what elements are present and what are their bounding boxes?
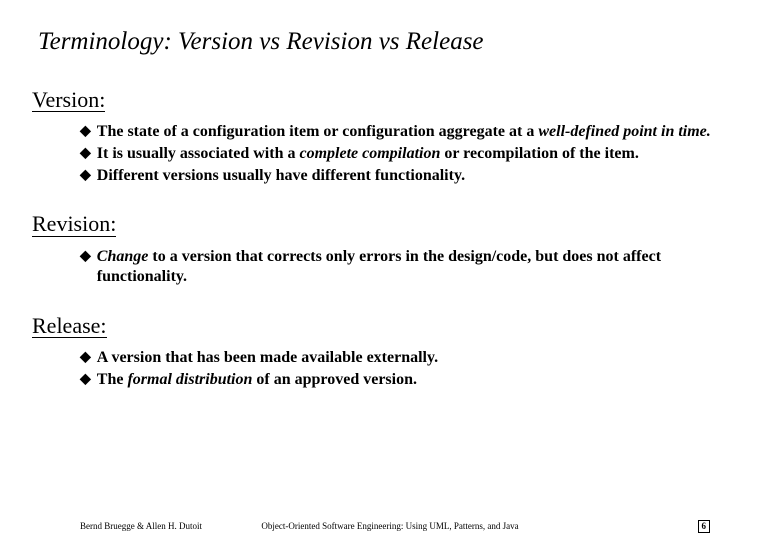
bullet-text: Change to a version that corrects only e… xyxy=(97,247,732,289)
list-item: ◆ The state of a configuration item or c… xyxy=(80,122,732,143)
section-revision: Revision: ◆ Change to a version that cor… xyxy=(32,212,748,288)
text-run: The xyxy=(97,371,128,388)
text-run: It is usually associated with a xyxy=(97,145,300,162)
list-item: ◆ Different versions usually have differ… xyxy=(80,166,732,187)
bullet-text: It is usually associated with a complete… xyxy=(97,144,732,165)
text-emphasis: well-defined point in time. xyxy=(538,123,710,140)
footer-book-title: Object-Oriented Software Engineering: Us… xyxy=(261,521,518,531)
list-item: ◆ Change to a version that corrects only… xyxy=(80,247,732,289)
text-run: to a version that corrects only errors i… xyxy=(97,248,661,286)
bullet-icon: ◆ xyxy=(80,166,91,186)
bullet-list-version: ◆ The state of a configuration item or c… xyxy=(80,122,732,186)
section-version: Version: ◆ The state of a configuration … xyxy=(32,88,748,186)
slide-title: Terminology: Version vs Revision vs Rele… xyxy=(38,28,748,56)
list-item: ◆ It is usually associated with a comple… xyxy=(80,144,732,165)
heading-release: Release: xyxy=(32,314,107,338)
bullet-icon: ◆ xyxy=(80,370,91,390)
footer-page-number: 6 xyxy=(698,520,711,533)
section-release: Release: ◆ A version that has been made … xyxy=(32,314,748,391)
text-emphasis: complete compilation xyxy=(299,145,440,162)
list-item: ◆ The formal distribution of an approved… xyxy=(80,370,732,391)
bullet-list-release: ◆ A version that has been made available… xyxy=(80,348,732,391)
bullet-icon: ◆ xyxy=(80,348,91,368)
heading-version: Version: xyxy=(32,88,105,112)
text-run: A version that has been made available e… xyxy=(97,349,438,366)
footer-author: Bernd Bruegge & Allen H. Dutoit xyxy=(80,521,202,531)
list-item: ◆ A version that has been made available… xyxy=(80,348,732,369)
text-run: The state of a configuration item or con… xyxy=(97,123,539,140)
heading-revision: Revision: xyxy=(32,212,116,236)
bullet-text: A version that has been made available e… xyxy=(97,348,732,369)
bullet-icon: ◆ xyxy=(80,122,91,142)
bullet-text: The state of a configuration item or con… xyxy=(97,122,732,143)
text-run: of an approved version. xyxy=(252,371,417,388)
text-run: or recompilation of the item. xyxy=(440,145,638,162)
bullet-list-revision: ◆ Change to a version that corrects only… xyxy=(80,247,732,289)
text-emphasis: formal distribution xyxy=(127,371,252,388)
text-run: Different versions usually have differen… xyxy=(97,167,465,184)
bullet-text: The formal distribution of an approved v… xyxy=(97,370,732,391)
text-emphasis: Change xyxy=(97,248,149,265)
bullet-text: Different versions usually have differen… xyxy=(97,166,732,187)
bullet-icon: ◆ xyxy=(80,247,91,267)
bullet-icon: ◆ xyxy=(80,144,91,164)
